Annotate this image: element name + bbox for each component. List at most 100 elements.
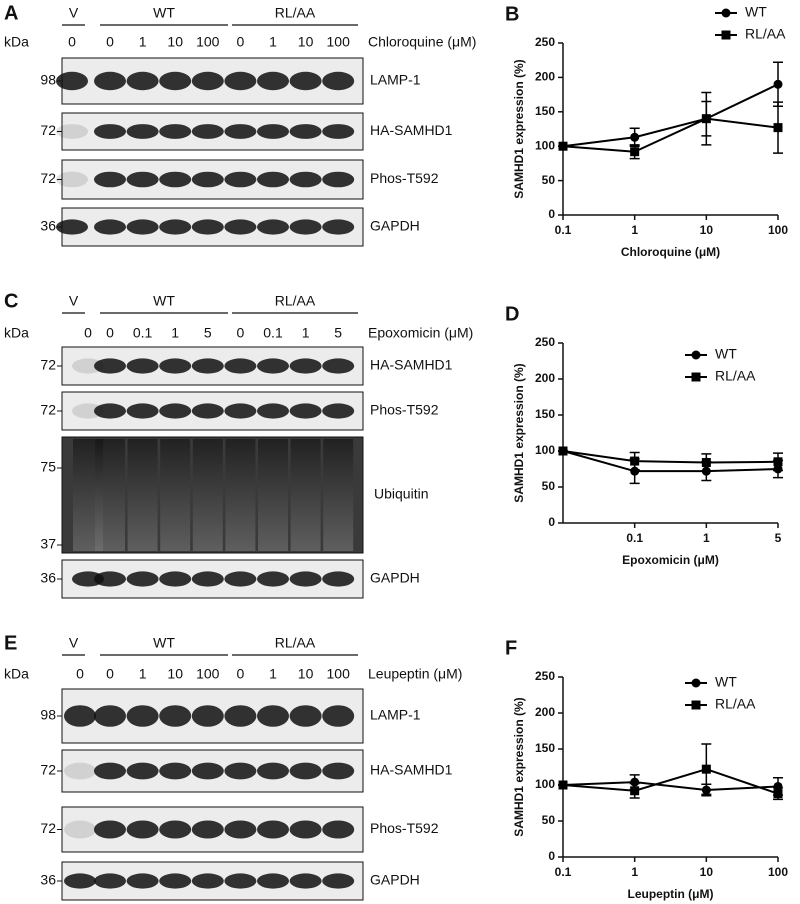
series-line	[562, 83, 779, 148]
group-label: RL/AA	[275, 635, 316, 651]
x-axis-label: Epoxomicin (μM)	[622, 553, 719, 567]
treatment-label: Chloroquine (μM)	[368, 34, 476, 50]
band	[257, 219, 289, 235]
band	[289, 571, 322, 587]
legend-marker	[721, 30, 731, 40]
band	[224, 571, 257, 587]
band	[257, 124, 289, 139]
point	[630, 147, 640, 157]
x-tick-label: 0.1	[555, 223, 572, 237]
band	[289, 705, 322, 727]
y-tick-label: 0	[548, 207, 555, 221]
x-tick-label: 100	[768, 223, 788, 237]
smear	[160, 439, 191, 551]
band	[94, 762, 126, 780]
treatment-label: Leupeptin (μM)	[368, 666, 462, 682]
band	[322, 762, 355, 780]
kda-marker: 75	[40, 459, 56, 475]
group-label: WT	[153, 635, 175, 651]
band	[94, 124, 126, 139]
y-tick-label: 150	[535, 741, 555, 755]
band	[224, 219, 257, 235]
band	[94, 820, 126, 839]
lane-label: 0	[68, 34, 76, 50]
kda-marker: 72	[40, 122, 56, 138]
point	[630, 777, 640, 787]
band	[126, 571, 159, 587]
band	[64, 820, 96, 839]
band	[191, 358, 224, 374]
point	[773, 79, 783, 89]
band	[257, 171, 289, 188]
x-tick-label: 10	[700, 223, 714, 237]
y-tick-label: 200	[535, 70, 555, 84]
band	[72, 358, 104, 374]
band	[322, 571, 355, 587]
band	[126, 403, 159, 419]
lane-label: 0	[76, 666, 84, 682]
row-label: LAMP-1	[370, 72, 421, 88]
band	[191, 219, 224, 235]
x-tick-label: 5	[775, 531, 782, 545]
lane-label: 0	[237, 325, 245, 341]
band	[257, 705, 289, 727]
group-label: WT	[153, 293, 175, 309]
lane-label: 0.1	[133, 325, 153, 341]
band	[126, 219, 159, 235]
smear	[290, 439, 321, 551]
row-label: HA-SAMHD1	[370, 357, 453, 373]
band	[224, 171, 257, 188]
band	[289, 403, 322, 419]
band	[159, 705, 192, 727]
legend-marker	[691, 350, 701, 360]
band	[94, 873, 126, 889]
lane-label: 1	[139, 666, 147, 682]
legend-marker	[691, 678, 701, 688]
band	[289, 71, 322, 91]
legend-label: RL/AA	[745, 26, 786, 42]
kda-marker: 36	[40, 872, 56, 888]
band	[322, 705, 355, 727]
band	[94, 219, 126, 235]
panel-label: D	[505, 303, 519, 325]
group-label: WT	[153, 5, 175, 21]
x-axis-label: Chloroquine (μM)	[621, 245, 720, 259]
kda-marker: 72	[40, 402, 56, 418]
band	[126, 762, 159, 780]
band	[159, 820, 192, 839]
band	[289, 820, 322, 839]
row-label: LAMP-1	[370, 707, 421, 723]
legend-label: WT	[745, 4, 767, 20]
row-label: GAPDH	[370, 570, 420, 586]
smear	[323, 439, 354, 551]
band	[257, 873, 289, 889]
y-tick-label: 100	[535, 443, 555, 457]
lane-label: 10	[167, 666, 183, 682]
y-tick-label: 50	[542, 173, 556, 187]
band	[126, 820, 159, 839]
band	[159, 124, 192, 139]
row-label: GAPDH	[370, 872, 420, 888]
y-tick-label: 50	[542, 813, 556, 827]
band	[322, 124, 355, 139]
band	[94, 171, 126, 188]
y-axis-label: SAMHD1 expression (%)	[512, 697, 526, 836]
band	[289, 873, 322, 889]
lane-label: 1	[171, 325, 179, 341]
treatment-label: Epoxomicin (μM)	[368, 325, 473, 341]
band	[224, 820, 257, 839]
group-label: RL/AA	[275, 5, 316, 21]
band	[126, 171, 159, 188]
point	[630, 786, 640, 796]
band	[224, 873, 257, 889]
x-tick-label: 1	[703, 531, 710, 545]
smear	[225, 439, 256, 551]
x-axis-label: Leupeptin (μM)	[628, 887, 714, 901]
band	[191, 171, 224, 188]
band	[289, 171, 322, 188]
band	[126, 124, 159, 139]
legend-marker	[691, 700, 701, 710]
kda-marker: 72	[40, 762, 56, 778]
point	[701, 458, 711, 468]
